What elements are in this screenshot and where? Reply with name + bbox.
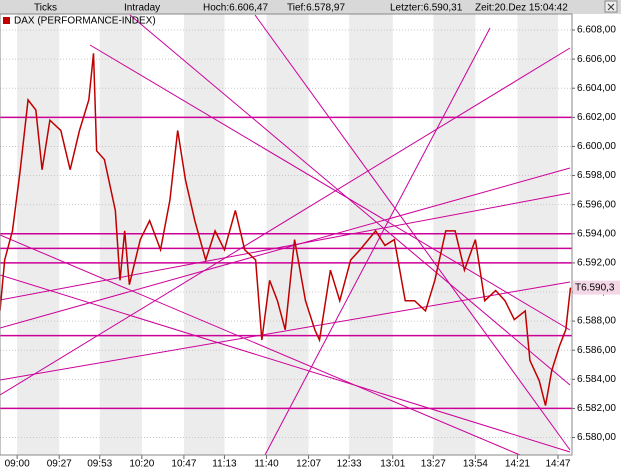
- plot-area: [0, 14, 572, 459]
- price-layer: [0, 53, 572, 406]
- legend-label: DAX (PERFORMANCE-INDEX): [14, 16, 156, 27]
- last-value-box: [573, 280, 620, 295]
- y-tick-label: 6.580,00: [577, 432, 616, 443]
- price-line: [0, 53, 572, 406]
- x-tick-label: 11:13: [212, 459, 237, 470]
- close-icon: [607, 3, 615, 11]
- plot-frame: [0, 13, 573, 456]
- x-tick-label: 12:33: [337, 459, 362, 470]
- trend-line: [0, 47, 571, 396]
- y-tick-label: 6.604,00: [577, 83, 616, 94]
- x-tick-label: 11:40: [254, 459, 279, 470]
- trend-line: [264, 27, 491, 456]
- y-tick-label: 6.588,00: [577, 316, 616, 327]
- trend-line: [0, 281, 571, 381]
- y-tick-label: 6.592,00: [577, 258, 616, 269]
- x-tick-label: 14:47: [545, 459, 570, 470]
- y-tick-label: 6.582,00: [577, 403, 616, 414]
- y-tick-label: 6.602,00: [577, 112, 616, 123]
- x-tick-label: 12:07: [296, 459, 321, 470]
- legend-swatch: [3, 17, 10, 24]
- y-tick-label: 6.608,00: [577, 25, 616, 36]
- time: Zeit:20.Dez 15:04:42: [475, 3, 568, 14]
- x-tick-label: 09:00: [5, 459, 30, 470]
- mode[interactable]: Ticks: [34, 3, 57, 14]
- y-tick-label: 6.594,00: [577, 228, 616, 239]
- y-tick-label: 6.600,00: [577, 141, 616, 152]
- x-tick-label: 13:01: [380, 459, 405, 470]
- y-tick-label: 6.598,00: [577, 170, 616, 181]
- y-tick-label: 6.606,00: [577, 54, 616, 65]
- x-tick-label: 09:27: [47, 459, 72, 470]
- trend-line: [0, 167, 571, 329]
- x-tick-label: 10:20: [129, 459, 154, 470]
- range[interactable]: Intraday: [124, 3, 160, 14]
- x-tick-label: 13:54: [463, 459, 488, 470]
- top-bar: [0, 0, 621, 14]
- trend-line: [0, 274, 571, 453]
- last-value-label: T6.590,3: [575, 282, 615, 293]
- trend-lines: [0, 14, 571, 456]
- trend-line: [254, 14, 571, 451]
- y-tick-label: 6.586,00: [577, 345, 616, 356]
- trend-line: [89, 44, 571, 331]
- last: Letzter:6.590,31: [390, 3, 463, 14]
- x-tick-label: 13:27: [421, 459, 446, 470]
- low: Tief:6.578,97: [287, 3, 345, 14]
- trend-line: [0, 234, 521, 456]
- trend-line: [0, 192, 571, 301]
- x-tick-label: 10:47: [171, 459, 196, 470]
- x-tick-label: 14:21: [505, 459, 530, 470]
- x-tick-label: 09:53: [87, 459, 112, 470]
- trend-line: [129, 14, 571, 386]
- high: Hoch:6.606,47: [203, 3, 268, 14]
- y-tick-label: 6.596,00: [577, 199, 616, 210]
- y-tick-label: 6.584,00: [577, 374, 616, 385]
